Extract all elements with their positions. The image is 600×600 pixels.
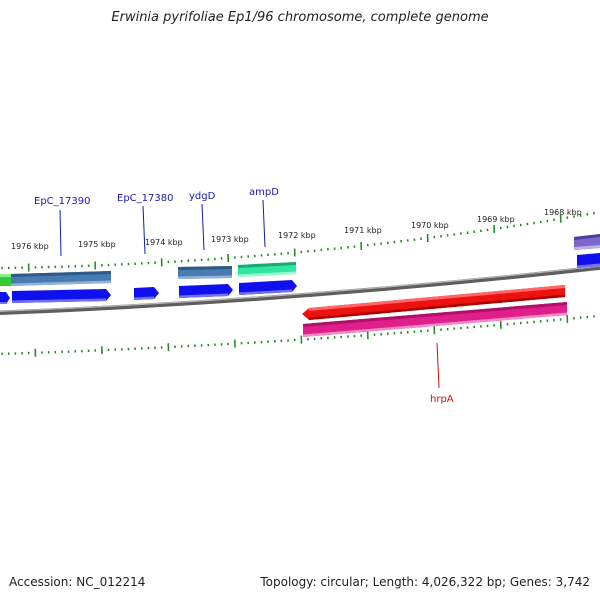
cds-arrow-4[interactable] <box>179 284 233 298</box>
gene-label-epc-17390[interactable]: EpC_17390 <box>34 196 90 207</box>
cds-track-inner <box>302 285 565 320</box>
kbp-label-1974: 1974 kbp <box>145 238 183 247</box>
gene-ydgd[interactable] <box>178 266 232 279</box>
gene-ampd[interactable] <box>238 262 296 277</box>
gene-green-left[interactable] <box>0 274 11 286</box>
kbp-label-1970: 1970 kbp <box>411 221 449 230</box>
map-title: Erwinia pyrifoliae Ep1/96 chromosome, co… <box>111 10 489 25</box>
gene-label-ampd[interactable]: ampD <box>249 187 279 198</box>
cds-arrow-hrpa[interactable] <box>302 285 565 320</box>
kbp-label-1975: 1975 kbp <box>78 240 116 249</box>
kbp-label-1968: 1968 kbp <box>544 208 582 217</box>
cds-track-outer <box>0 253 600 304</box>
label-leaders <box>59 199 440 389</box>
kbp-label-1973: 1973 kbp <box>211 235 249 244</box>
gene-epc-17390[interactable] <box>11 271 111 286</box>
kbp-label-1976: 1976 kbp <box>11 242 49 251</box>
cds-arrow-5[interactable] <box>239 280 297 295</box>
accession-text: Accession: NC_012214 <box>9 575 146 589</box>
cds-arrow-1[interactable] <box>0 292 10 304</box>
gene-label-epc-17380[interactable]: EpC_17380 <box>117 193 173 204</box>
gene-purple-right[interactable] <box>574 234 600 250</box>
genome-summary-text: Topology: circular; Length: 4,026,322 bp… <box>260 575 590 589</box>
genome-backbone <box>0 265 600 316</box>
gene-track-inner <box>303 302 567 337</box>
cds-arrow-2[interactable] <box>12 289 111 303</box>
kbp-label-1969: 1969 kbp <box>477 215 515 224</box>
kbp-labels: 1976 kbp 1975 kbp 1974 kbp 1973 kbp 1972… <box>11 208 582 251</box>
gene-track-outer <box>0 234 600 286</box>
gene-label-hrpa[interactable]: hrpA <box>430 394 454 405</box>
cds-arrow-3[interactable] <box>134 287 159 300</box>
lower-tick-ring <box>1 314 595 357</box>
upper-tick-ring <box>1 211 595 272</box>
kbp-label-1972: 1972 kbp <box>278 231 316 240</box>
cds-arrow-6[interactable] <box>577 253 600 268</box>
gene-labels: EpC_17390 EpC_17380 ydgD ampD hrpA <box>34 187 454 405</box>
gene-hrpa[interactable] <box>303 302 567 337</box>
kbp-label-1971: 1971 kbp <box>344 226 382 235</box>
gene-label-ydgd[interactable]: ydgD <box>189 191 216 202</box>
